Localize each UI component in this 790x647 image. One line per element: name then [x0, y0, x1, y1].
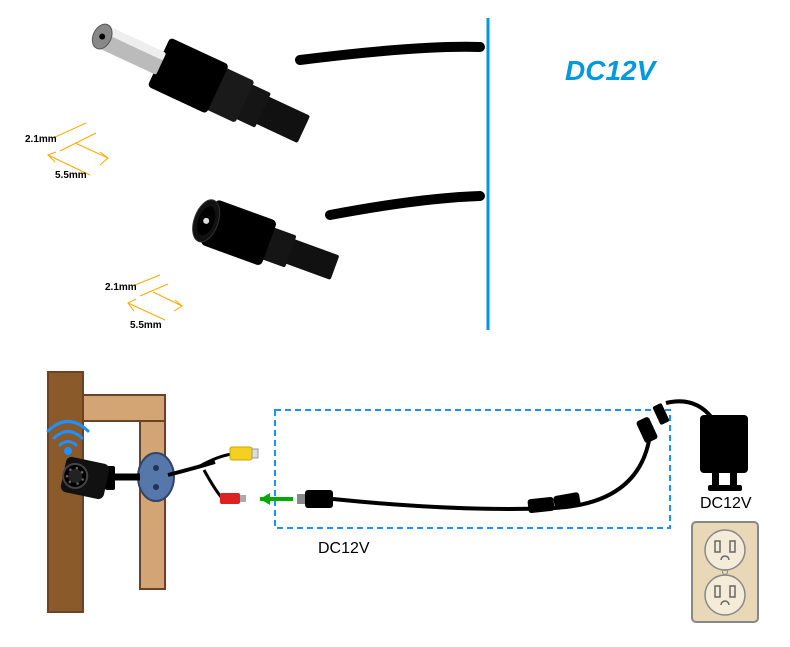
label-dc12v-adapter: DC12V: [700, 495, 752, 513]
extension-female-plug: [636, 416, 659, 444]
female-dim-outer: 5.5mm: [130, 320, 162, 331]
wall-outlet: [692, 522, 758, 622]
male-connector: [48, 7, 480, 175]
male-dim-outer: 5.5mm: [55, 170, 87, 181]
diagram-canvas: [0, 0, 790, 647]
male-dim-inner: 2.1mm: [25, 134, 57, 145]
ethernet-connector: [230, 447, 252, 460]
power-adapter: [666, 401, 748, 491]
camera: [60, 453, 174, 501]
label-dc12v-cable: DC12V: [318, 540, 370, 558]
extension-cable: [333, 435, 650, 509]
power-input-connector: [220, 493, 240, 504]
extension-male-plug: [297, 490, 333, 508]
inline-connector-1: [527, 497, 554, 514]
adapter-barrel-plug: [652, 403, 670, 425]
female-connector: [128, 194, 480, 320]
connect-arrow-icon: [260, 493, 293, 505]
female-dim-inner: 2.1mm: [105, 282, 137, 293]
camera-pigtail: [168, 447, 258, 504]
wiring-diagram: [48, 372, 758, 622]
